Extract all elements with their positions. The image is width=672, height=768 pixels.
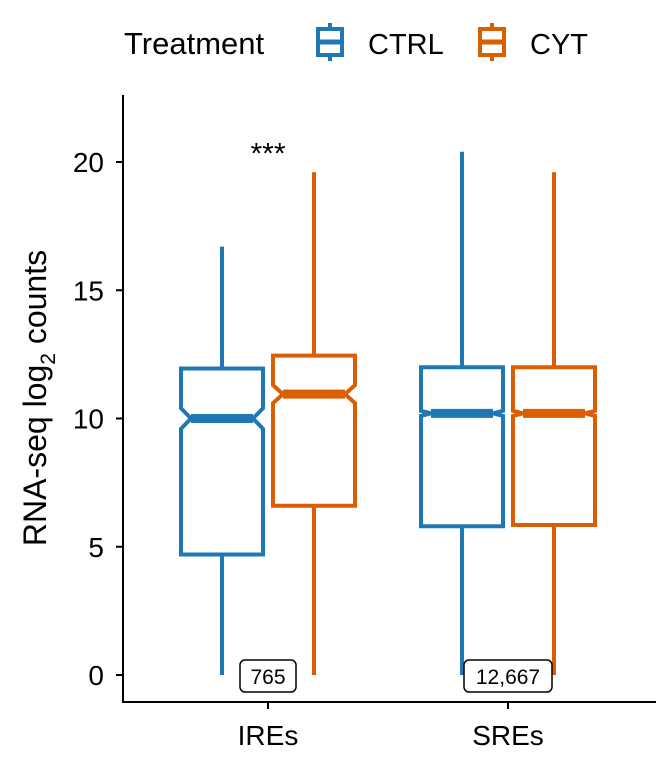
y-axis-label-subscript: 2 — [37, 353, 60, 365]
y-tick-label: 20 — [73, 147, 104, 178]
count-label: 765 — [250, 666, 285, 689]
x-axis-ticks: IREs SREs — [238, 702, 544, 751]
box-ctrl-sres — [419, 151, 505, 675]
significance-label: *** — [250, 138, 285, 171]
y-axis-label: RNA-seq log2 counts — [17, 250, 60, 546]
y-tick-label: 5 — [88, 532, 104, 563]
boxes-layer — [179, 151, 597, 675]
box-body — [271, 353, 357, 508]
y-axis-ticks: 0 5 10 15 20 — [73, 147, 123, 691]
legend: Treatment CTRL CYT — [124, 23, 588, 61]
legend-title: Treatment — [124, 26, 265, 61]
count-badge — [463, 659, 553, 693]
y-tick-label: 10 — [73, 404, 104, 435]
count-label: 12,667 — [476, 666, 540, 689]
x-tick-label: IREs — [238, 720, 299, 751]
legend-key-cyt — [478, 23, 506, 61]
legend-key-ctrl — [316, 23, 344, 61]
box-cyt-ires — [271, 172, 357, 675]
legend-label-ctrl: CTRL — [368, 29, 444, 61]
x-tick-label: SREs — [472, 720, 544, 751]
box-ctrl-ires — [179, 246, 265, 675]
box-body — [419, 365, 505, 529]
box-body — [511, 365, 597, 527]
box-cyt-sres — [511, 172, 597, 675]
box-body — [179, 366, 265, 557]
y-tick-label: 15 — [73, 275, 104, 306]
count-badge — [239, 659, 297, 693]
annotations-layer: *** 765 12,667 — [239, 138, 553, 693]
y-axis-label-tail: counts — [17, 250, 53, 353]
legend-label-cyt: CYT — [530, 29, 588, 61]
y-tick-label: 0 — [88, 660, 104, 691]
y-axis-label-main: RNA-seq log — [17, 365, 53, 546]
